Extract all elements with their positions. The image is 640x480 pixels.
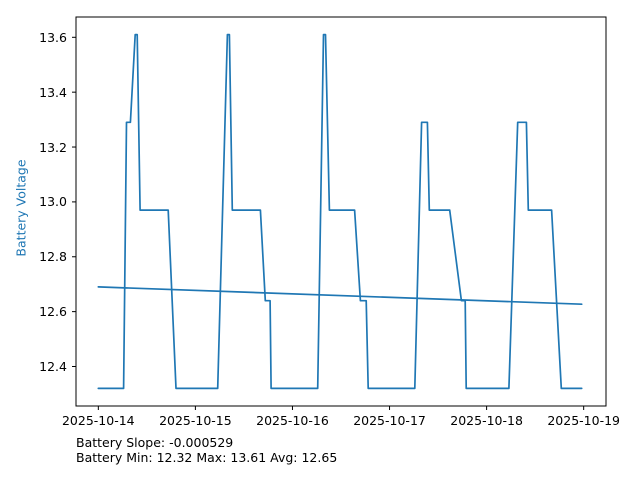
y-tick-label: 12.6 <box>39 304 67 320</box>
y-tick-label: 13.6 <box>39 29 67 45</box>
x-tick-label: 2025-10-14 <box>61 413 135 428</box>
x-tick-label: 2025-10-17 <box>353 413 426 428</box>
y-tick-label: 12.8 <box>39 249 67 265</box>
annotation-slope: Battery Slope: -0.000529 <box>76 435 234 450</box>
y-axis-label: Battery Voltage <box>13 159 29 257</box>
trend-line <box>97 286 583 306</box>
y-tick-label: 13.0 <box>39 194 67 210</box>
y-tick-label: 13.2 <box>39 139 67 155</box>
y-tick-label: 12.4 <box>39 358 67 374</box>
plot-border <box>75 16 607 407</box>
x-tick-label: 2025-10-18 <box>450 413 523 428</box>
x-tick-label: 2025-10-15 <box>159 413 232 428</box>
x-tick-label: 2025-10-16 <box>256 413 329 428</box>
y-tick-label: 13.4 <box>39 84 67 100</box>
battery-voltage <box>97 33 583 390</box>
annotation-stats: Battery Min: 12.32 Max: 13.61 Avg: 12.65 <box>76 450 338 465</box>
x-tick-label: 2025-10-19 <box>547 413 620 428</box>
